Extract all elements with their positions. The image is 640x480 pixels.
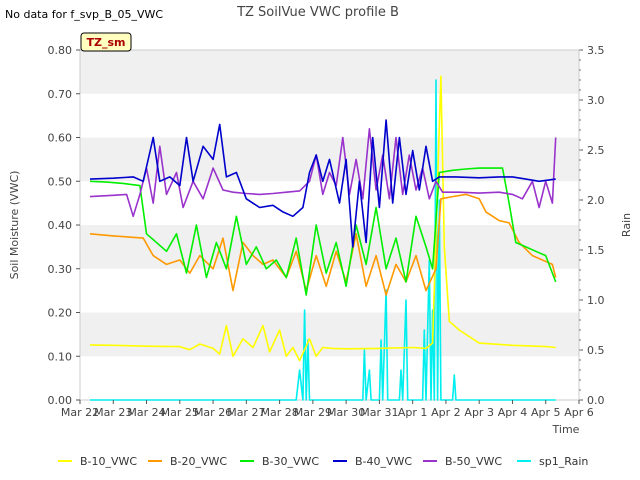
y2-tick-label: 2.5 [587, 144, 605, 157]
series-line-b-40-vwc [89, 119, 556, 248]
legend-label: B-20_VWC [170, 455, 227, 468]
x-tick-label: Mar 30 [327, 406, 365, 419]
x-tick-label: Mar 22 [61, 406, 99, 419]
y2-tick-label: 0.5 [587, 344, 605, 357]
y-tick-label: 0.80 [48, 44, 73, 57]
y-tick-label: 0.60 [48, 132, 73, 145]
legend-label: B-10_VWC [80, 455, 137, 468]
site-badge: TZ_sm [80, 32, 132, 52]
legend-label: sp1_Rain [539, 455, 588, 468]
x-tick-label: Mar 29 [294, 406, 332, 419]
no-data-note: No data for f_svp_B_05_VWC [5, 8, 163, 21]
x-tick-label: Mar 27 [227, 406, 265, 419]
x-tick-label: Mar 25 [161, 406, 199, 419]
grid-band [80, 312, 579, 357]
x-tick-label: Apr 5 [531, 406, 561, 419]
y-tick-label: 0.70 [48, 88, 73, 101]
y-tick-label: 0.30 [48, 263, 73, 276]
y-tick-label: 0.40 [48, 219, 73, 232]
legend: B-10_VWC B-20_VWC B-30_VWC B-40_VWC B-50_VWC… [58, 455, 588, 468]
x-tick-label: Mar 26 [194, 406, 232, 419]
y2-tick-label: 1.5 [587, 244, 605, 257]
x-tick-label: Mar 23 [94, 406, 132, 419]
y-tick-label: 0.50 [48, 175, 73, 188]
y-axis-right: 0.0 0.5 1.0 1.5 2.0 2.5 3.0 3.5 [579, 44, 605, 407]
x-tick-label: Mar 24 [127, 406, 165, 419]
y2-tick-label: 3.5 [587, 44, 605, 57]
legend-label: B-30_VWC [262, 455, 319, 468]
y2-tick-label: 2.0 [587, 194, 605, 207]
y2-tick-label: 0.0 [587, 394, 605, 407]
x-tick-label: Apr 4 [498, 406, 528, 419]
legend-label: B-40_VWC [355, 455, 412, 468]
background-bands [80, 50, 579, 357]
x-tick-label: Mar 28 [260, 406, 298, 419]
series-line-b-50-vwc [89, 128, 557, 218]
y2-tick-label: 3.0 [587, 94, 605, 107]
x-tick-label: Apr 1 [398, 406, 428, 419]
x-tick-label: Apr 2 [431, 406, 461, 419]
series-line-b-30-vwc [89, 167, 557, 296]
series-line-b-10-vwc [89, 75, 556, 362]
x-tick-label: Apr 3 [464, 406, 494, 419]
x-axis-label: Time [552, 423, 580, 436]
y2-axis-label: Rain [620, 213, 633, 237]
series-layer [89, 75, 557, 401]
y2-tick-label: 1.0 [587, 294, 605, 307]
x-tick-label: Apr 6 [564, 406, 594, 419]
series-line-sp1-rain [90, 79, 556, 401]
y-tick-label: 0.10 [48, 350, 73, 363]
y-axis-left: 0.00 0.10 0.20 0.30 0.40 0.50 0.60 0.70 0.80 [48, 44, 80, 407]
y-axis-label: Soil Moisture (VWC) [8, 171, 21, 280]
grid-band [80, 50, 579, 94]
y-tick-label: 0.00 [48, 394, 73, 407]
chart-title: TZ SoilVue VWC profile B [236, 5, 399, 20]
legend-label: B-50_VWC [445, 455, 502, 468]
site-badge-label: TZ_sm [87, 36, 126, 49]
y-tick-label: 0.20 [48, 307, 73, 320]
x-tick-label: Mar 31 [360, 406, 398, 419]
